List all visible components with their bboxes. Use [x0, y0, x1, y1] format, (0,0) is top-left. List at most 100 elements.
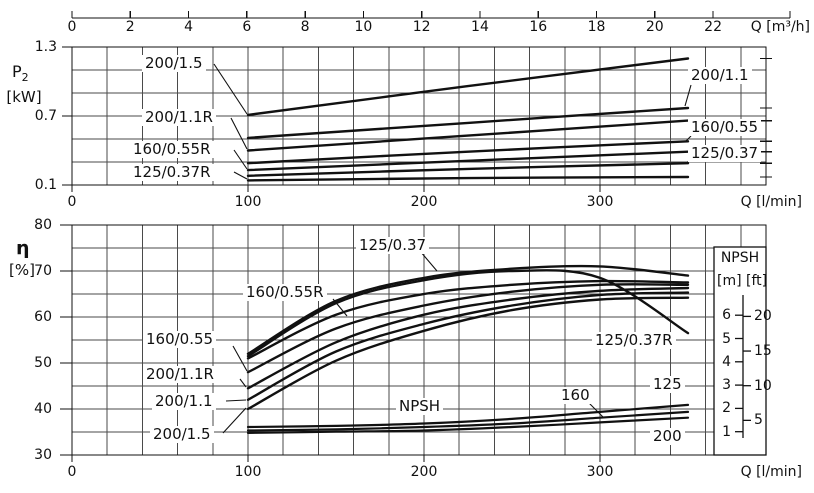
npsh-curve-200 [246, 416, 690, 434]
npsh-m-tick-label: 2 [722, 400, 731, 417]
power-curve-leader [233, 149, 248, 170]
npsh-m-tick-label: 5 [722, 330, 731, 347]
efficiency-curve-200-1.1R [246, 286, 690, 390]
lmin-tick-label: 300 [586, 464, 614, 480]
m3h-tick-label: 22 [704, 19, 722, 35]
power-curve-leader [213, 63, 248, 115]
power-curve-label-160-0.55: 160/0.55 [688, 119, 762, 136]
npsh-m-tick-label: 6 [722, 307, 731, 324]
npsh-leader [587, 401, 604, 418]
power-curve-125-0.37R [246, 175, 690, 182]
power-curve-leader [233, 171, 248, 180]
p2-tick-label: 0.7 [34, 108, 57, 124]
efficiency-curve-label-125-0.37: 125/0.37 [356, 237, 430, 254]
npsh-ft-tick-label: 5 [754, 412, 763, 429]
power-curve-leader [684, 84, 692, 107]
m3h-tick-label: 14 [471, 19, 489, 35]
efficiency-curve-125-0.37 [246, 264, 690, 355]
eta-axis-unit: [%] [9, 261, 35, 279]
eta-tick-label: 50 [34, 355, 52, 371]
efficiency-curve-160-0.55R [246, 279, 690, 360]
lmin-tick-label: 300 [586, 194, 614, 210]
p2-tick-label: 1.3 [34, 39, 57, 55]
m3h-tick-label: 0 [67, 19, 77, 35]
m3h-tick-label: 2 [125, 19, 135, 35]
efficiency-curve-leader [332, 298, 348, 317]
npsh-box [713, 246, 767, 456]
p2-axis-unit: [kW] [6, 88, 42, 106]
efficiency-curve-label-160-0.55r: 160/0.55R [243, 284, 327, 301]
power-curve-200-1.5 [246, 57, 690, 117]
m3h-tick-label: 4 [184, 19, 193, 35]
npsh-ft-tick-label: 15 [754, 343, 772, 360]
m3h-tick-label: 18 [587, 19, 606, 35]
eta-tick-label: 30 [34, 447, 52, 463]
q-m3h-axis-title: Q [m³/h] [750, 19, 810, 35]
m3h-tick-label: 16 [529, 19, 548, 35]
efficiency-curve-label-200-1.1: 200/1.1 [152, 393, 216, 410]
eta-tick-label: 80 [34, 217, 52, 233]
efficiency-curve-leader [232, 345, 248, 372]
power-curve-160-0.55 [246, 140, 690, 165]
efficiency-curve-label-200-1.5: 200/1.5 [150, 426, 214, 443]
m3h-tick-label: 6 [242, 19, 252, 35]
power-curve-label-125-0.37: 125/0.37 [688, 145, 762, 162]
npsh-label-125: 125 [650, 376, 685, 393]
power-curve-label-200-1.1r: 200/1.1R [142, 109, 216, 126]
power-curve-label-125-0.37r: 125/0.37R [130, 164, 214, 181]
npsh-scale-title: NPSH [720, 250, 760, 266]
efficiency-curve-leader [222, 407, 247, 434]
lmin-tick-label: 0 [67, 194, 77, 210]
efficiency-curve-label-200-1.1r: 200/1.1R [143, 366, 217, 383]
m3h-tick-label: 12 [412, 19, 431, 35]
curves [246, 57, 690, 434]
power-curve-leader [685, 135, 692, 142]
m3h-tick-label: 8 [300, 19, 310, 35]
lmin-tick-label: 200 [410, 194, 438, 210]
q-lmin-axis-title-top: Q [l/min] [740, 194, 802, 210]
efficiency-curve-label-125-0.37r: 125/0.37R [592, 332, 676, 349]
power-curve-leader [230, 117, 248, 150]
m3h-tick-label: 20 [645, 19, 664, 35]
power-curve-160-0.55R [246, 150, 690, 172]
power-curve-125-0.37 [246, 162, 690, 177]
npsh-curve-160 [246, 410, 690, 432]
npsh-ft-tick-label: 10 [754, 377, 772, 394]
p2-axis-label: P2 [12, 62, 29, 85]
npsh-label-npsh: NPSH [396, 398, 444, 415]
p2-tick-label: 0.1 [34, 177, 57, 193]
efficiency-curve-leader [419, 250, 438, 272]
npsh-m-tick-label: 4 [722, 353, 731, 370]
efficiency-curve-160-0.55 [246, 283, 690, 374]
eta-axis-label: η [16, 237, 30, 259]
eta-tick-label: 40 [34, 401, 52, 417]
q-lmin-axis-title-bottom: Q [l/min] [740, 464, 802, 480]
power-curve-label-200-1.1: 200/1.1 [688, 67, 752, 84]
eta-tick-label: 70 [34, 263, 52, 279]
npsh-scale-units: [m] [ft] [717, 273, 768, 289]
power-curve-200-1.1R [246, 119, 690, 152]
lmin-tick-label: 0 [67, 464, 77, 480]
lmin-tick-label: 200 [410, 464, 438, 480]
efficiency-curve-label-160-0.55: 160/0.55 [143, 331, 217, 348]
efficiency-curve-200-1.5 [246, 296, 690, 411]
power-curve-label-200-1.5: 200/1.5 [142, 55, 206, 72]
efficiency-curve-200-1.1 [246, 291, 690, 401]
npsh-ft-tick-label: 20 [754, 308, 772, 325]
npsh-m-tick-label: 1 [722, 423, 731, 440]
npsh-m-tick-label: 3 [722, 377, 731, 394]
m3h-tick-label: 10 [354, 19, 373, 35]
npsh-curve-125 [246, 403, 690, 429]
npsh-scale-box [713, 246, 767, 456]
efficiency-curve-leader [239, 378, 247, 388]
efficiency-curve-leader [225, 399, 247, 402]
lmin-tick-label: 100 [234, 194, 262, 210]
power-curve-200-1.1 [246, 106, 690, 140]
eta-tick-label: 60 [34, 309, 52, 325]
npsh-label-160: 160 [558, 387, 593, 404]
lmin-tick-label: 100 [234, 464, 262, 480]
npsh-label-200: 200 [650, 428, 685, 445]
power-curve-label-160-0.55r: 160/0.55R [130, 141, 214, 158]
